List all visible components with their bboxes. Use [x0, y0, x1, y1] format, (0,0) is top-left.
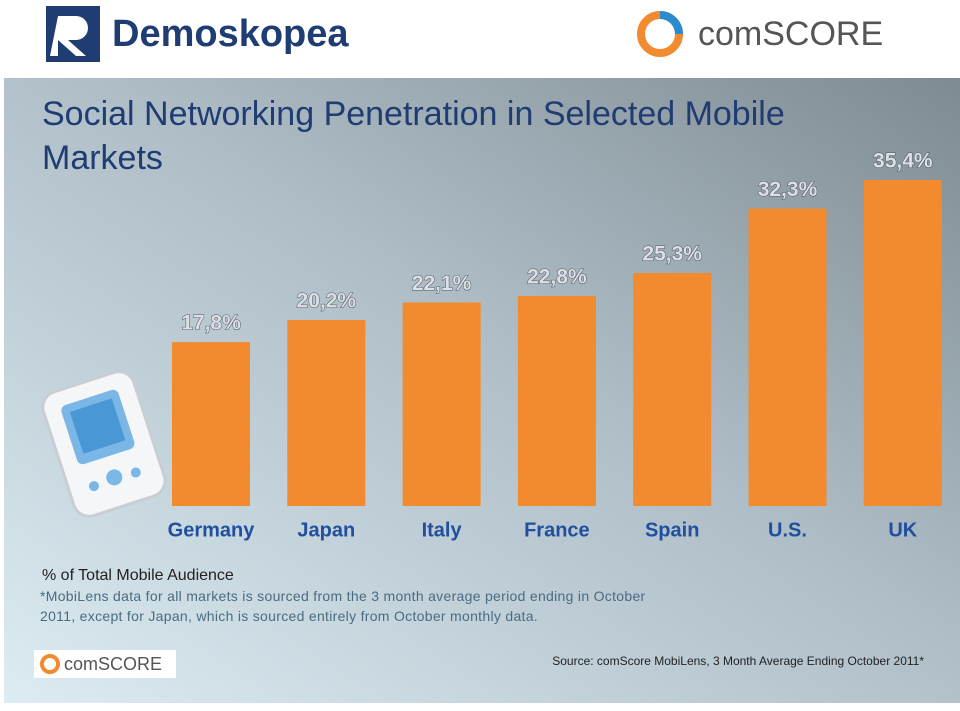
left-logo: Demoskopea	[112, 13, 349, 55]
y-label: % of Total Mobile Audience	[42, 567, 234, 584]
category-label: France	[524, 519, 590, 541]
right-logo: comSCORE	[698, 15, 883, 53]
category-label: Italy	[422, 519, 463, 541]
demoskopea-icon-mark	[50, 16, 88, 56]
footer-logo-icon	[40, 654, 60, 674]
bar	[517, 296, 596, 506]
value-label: 22,1%	[412, 272, 472, 295]
phone-icon	[41, 370, 167, 518]
header-band	[0, 0, 960, 78]
chart-title: Social Networking Penetration in Selecte…	[42, 95, 785, 177]
note-box: *MobiLens data for all markets is source…	[40, 588, 646, 624]
footer-logo: comSCORE	[64, 654, 162, 674]
value-label: 20,2%	[297, 290, 357, 313]
title-text: Social Networking Penetration in Selecte…	[42, 95, 785, 133]
source: Source: comScore MobiLens, 3 Month Avera…	[552, 654, 924, 668]
bar	[172, 342, 250, 506]
note: *MobiLens data for all markets is source…	[40, 588, 646, 624]
category-label: U.S.	[768, 519, 807, 541]
value-label: 25,3%	[642, 243, 702, 266]
bar	[402, 302, 481, 506]
bar	[863, 179, 942, 506]
comscore-icon-arc	[659, 11, 683, 35]
value-label: 32,3%	[758, 178, 818, 201]
category-label: Germany	[168, 519, 256, 541]
bar	[287, 319, 366, 506]
value-label: 22,8%	[527, 266, 587, 289]
category-label: Japan	[297, 519, 355, 541]
value-label: 35,4%	[873, 150, 933, 173]
bar	[633, 272, 712, 506]
bar	[748, 208, 827, 506]
category-label: Spain	[645, 519, 699, 541]
category-label: UK	[888, 519, 917, 541]
value-label: 17,8%	[181, 312, 241, 335]
title-text-line2: Markets	[42, 139, 163, 177]
